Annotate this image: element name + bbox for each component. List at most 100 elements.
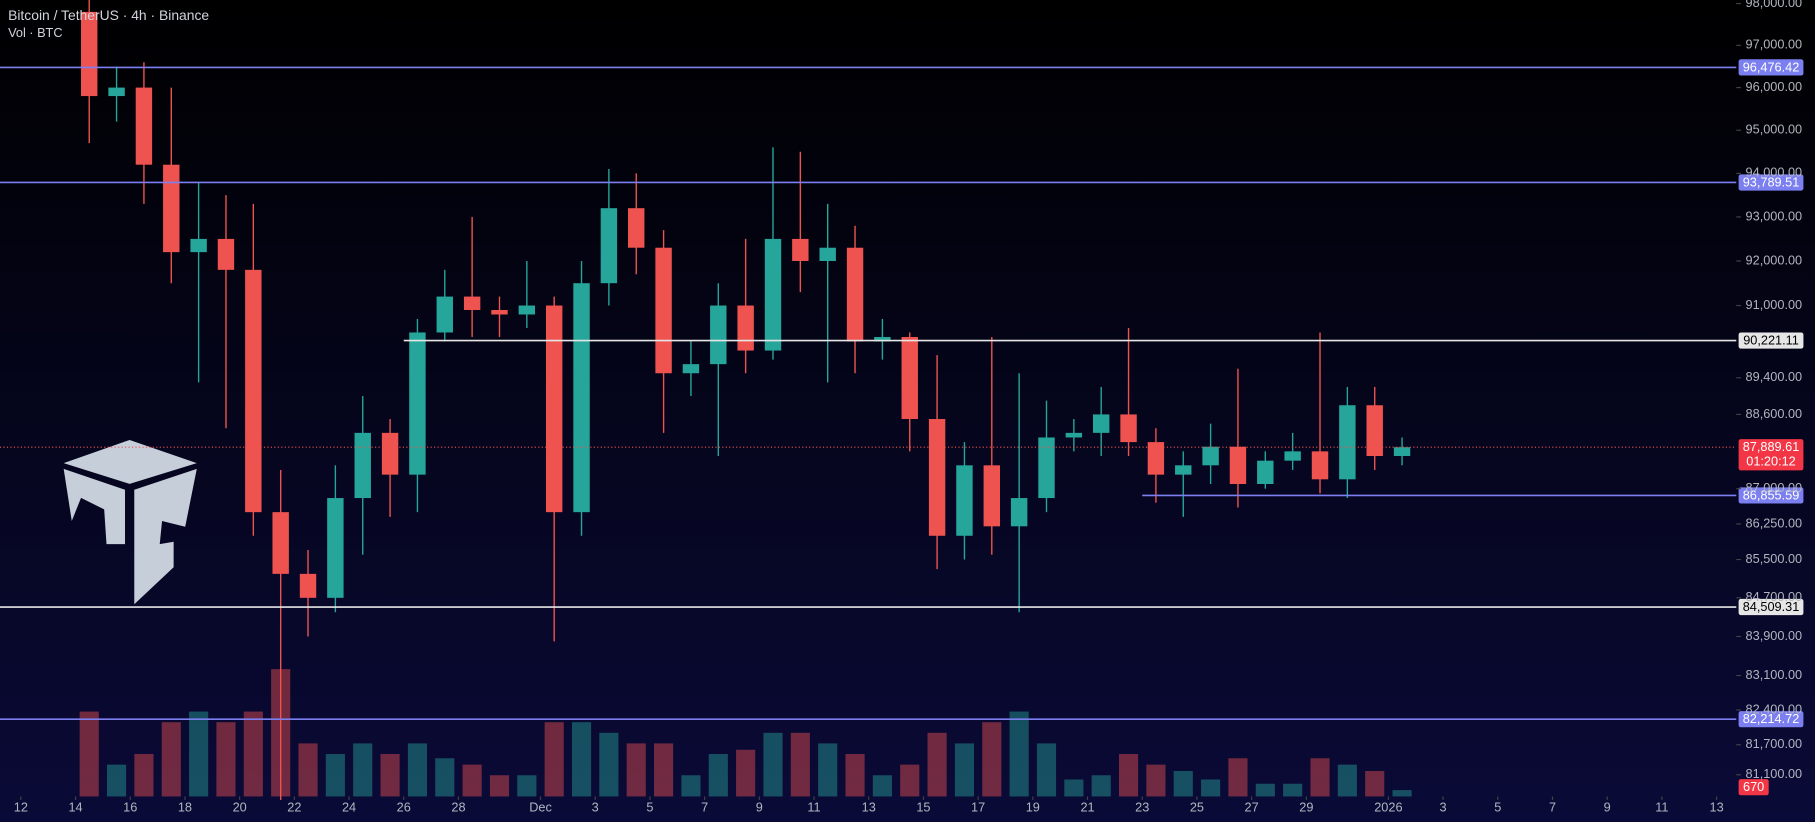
x-tick-label: 17 bbox=[971, 799, 985, 814]
volume-bar bbox=[216, 722, 236, 797]
level-label-box bbox=[1738, 174, 1804, 191]
candle-body bbox=[299, 573, 317, 598]
x-tick-label: 25 bbox=[1190, 799, 1204, 814]
x-tick-label: 5 bbox=[1494, 799, 1501, 814]
y-tick-label: 94,000.00 bbox=[1746, 165, 1803, 180]
candle-body bbox=[1339, 405, 1356, 480]
volume-bar bbox=[1283, 783, 1303, 797]
x-tick-label: 3 bbox=[1440, 799, 1447, 814]
candle-body bbox=[682, 364, 700, 374]
candle-body bbox=[1284, 451, 1301, 461]
x-tick-label: 11 bbox=[807, 799, 820, 814]
level-label: 96,476.42 bbox=[1743, 59, 1800, 74]
level-label: 90,221.11 bbox=[1743, 332, 1799, 347]
y-tick-label: 89,400.00 bbox=[1746, 369, 1803, 384]
volume-bar bbox=[1091, 775, 1111, 797]
candle-body bbox=[1257, 460, 1274, 484]
candle-body bbox=[846, 247, 864, 342]
last-volume-box bbox=[1738, 779, 1769, 796]
x-tick-label: 27 bbox=[1245, 799, 1259, 814]
volume-bar bbox=[982, 722, 1002, 797]
candle-body bbox=[628, 208, 645, 248]
level-label: 82,214.72 bbox=[1743, 711, 1800, 726]
x-tick-label: 24 bbox=[342, 799, 356, 814]
volume-bar bbox=[189, 711, 209, 797]
candle-body bbox=[1038, 437, 1055, 499]
x-tick-label: 18 bbox=[178, 799, 192, 814]
y-tick-label: 97,000.00 bbox=[1746, 37, 1803, 52]
y-tick-label: 88,600.00 bbox=[1746, 406, 1803, 421]
y-tick-label: 91,000.00 bbox=[1746, 297, 1803, 312]
candle-body bbox=[710, 305, 727, 365]
volume-bar bbox=[1201, 779, 1221, 797]
x-tick-label: 5 bbox=[646, 799, 653, 814]
candle-body bbox=[819, 247, 836, 261]
candle-body bbox=[1311, 451, 1329, 480]
candle-body bbox=[190, 238, 207, 253]
candle-body bbox=[600, 208, 618, 284]
x-tick-label: 29 bbox=[1299, 799, 1313, 814]
x-tick-label: 7 bbox=[1549, 799, 1556, 814]
candle-body bbox=[545, 305, 563, 513]
x-tick-label: 13 bbox=[1710, 799, 1724, 814]
volume-bar bbox=[161, 722, 181, 797]
volume-bar bbox=[845, 754, 865, 797]
volume-bar bbox=[1310, 758, 1330, 797]
logo-left bbox=[63, 468, 126, 545]
candle-body bbox=[1120, 414, 1137, 443]
volume-bar bbox=[380, 754, 400, 797]
volume-bar bbox=[1255, 783, 1275, 797]
volume-bar bbox=[818, 743, 838, 797]
volume-bar bbox=[1064, 779, 1084, 797]
candle-body bbox=[463, 296, 481, 310]
volume-bar bbox=[599, 732, 619, 797]
volume-bar bbox=[763, 732, 783, 797]
candle-body bbox=[764, 238, 782, 351]
volume-bar bbox=[1009, 711, 1029, 797]
level-label-box bbox=[1738, 332, 1804, 349]
volume-bar bbox=[654, 743, 674, 797]
volume-bar bbox=[106, 764, 127, 797]
volume-bar bbox=[872, 775, 892, 797]
logo-right bbox=[134, 468, 197, 605]
volume-bar bbox=[325, 754, 345, 797]
x-tick-label: Dec bbox=[529, 799, 552, 814]
volume-bar bbox=[462, 764, 482, 797]
x-tick-label: 20 bbox=[233, 799, 247, 814]
y-tick-label: 93,000.00 bbox=[1746, 208, 1803, 223]
x-tick-label: 13 bbox=[862, 799, 876, 814]
x-tick-label: 26 bbox=[397, 799, 411, 814]
volume-bar bbox=[517, 775, 537, 797]
candle-body bbox=[1065, 432, 1083, 438]
y-tick-label: 92,000.00 bbox=[1746, 252, 1803, 267]
candle-body bbox=[1366, 405, 1383, 457]
x-tick-label: 14 bbox=[68, 799, 82, 814]
candle-body bbox=[81, 11, 98, 97]
candle-body bbox=[381, 432, 399, 475]
volume-bar bbox=[1337, 764, 1357, 797]
candle-body bbox=[983, 465, 1001, 527]
y-tick-label: 81,700.00 bbox=[1746, 736, 1803, 751]
volume-bar bbox=[681, 775, 701, 797]
volume-bar bbox=[435, 758, 455, 797]
candle-body bbox=[901, 336, 918, 420]
volume-bar bbox=[1228, 758, 1248, 797]
volume-bar bbox=[736, 749, 756, 797]
volume-bar bbox=[900, 764, 920, 797]
candle-body bbox=[1147, 442, 1165, 475]
y-tick-label: 98,000.00 bbox=[1746, 0, 1803, 10]
y-tick-label: 86,250.00 bbox=[1746, 515, 1803, 530]
last-price-box bbox=[1738, 439, 1804, 471]
volume-bar bbox=[544, 722, 564, 797]
y-tick-label: 87,000.00 bbox=[1746, 480, 1803, 495]
volume-bar bbox=[298, 743, 318, 797]
volume-bar bbox=[134, 754, 154, 797]
candle-body bbox=[956, 465, 973, 536]
x-tick-label: 16 bbox=[123, 799, 137, 814]
volume-bar bbox=[407, 743, 428, 797]
volume-bar bbox=[1392, 790, 1412, 797]
y-tick-label: 84,700.00 bbox=[1746, 589, 1803, 604]
volume-bar bbox=[790, 732, 810, 797]
level-label: 84,509.31 bbox=[1743, 599, 1800, 614]
